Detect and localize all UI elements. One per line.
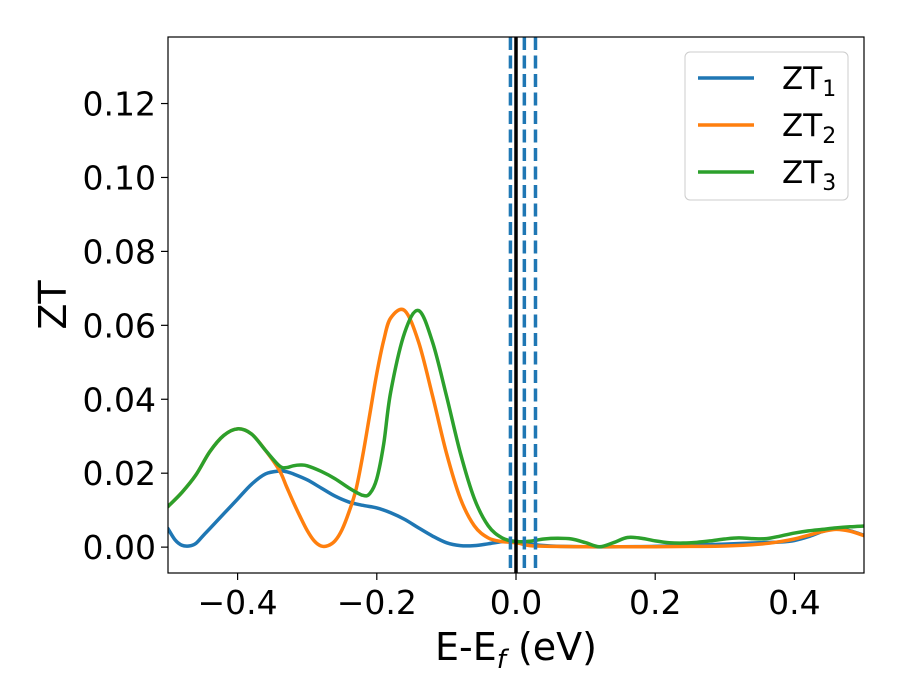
x-tick-label: 0.0 (490, 583, 542, 622)
x-tick-label: −0.2 (337, 583, 417, 622)
x-tick-label: −0.4 (198, 583, 278, 622)
y-tick-label: 0.02 (83, 454, 156, 493)
vertical-lines-layer (508, 37, 538, 573)
y-tick-label: 0.12 (83, 85, 156, 124)
series-layer (168, 307, 864, 549)
y-tick-label: 0.10 (83, 158, 156, 197)
y-tick-label: 0.08 (83, 232, 156, 271)
series-line-zt2 (168, 307, 864, 549)
y-tick-label: 0.06 (83, 306, 156, 345)
x-tick-label: 0.2 (629, 583, 681, 622)
y-tick-label: 0.00 (83, 528, 156, 567)
y-axis-ticks: 0.00 0.02 0.04 0.06 0.08 0.10 0.12 (83, 85, 168, 567)
legend: ZT1 ZT2 ZT3 (684, 51, 849, 201)
y-axis-label: ZT (31, 280, 75, 330)
legend-label-zt1: ZT1 (782, 61, 836, 102)
legend-label-zt2: ZT2 (782, 108, 836, 149)
x-axis-label: E-Ef (eV) (435, 625, 597, 675)
legend-box (684, 51, 849, 201)
series-line-zt3 (168, 308, 864, 549)
x-axis-ticks: −0.4 −0.2 0.0 0.2 0.4 (198, 573, 821, 622)
y-tick-label: 0.04 (83, 380, 156, 419)
x-tick-label: 0.4 (768, 583, 820, 622)
legend-label-zt3: ZT3 (782, 155, 836, 196)
